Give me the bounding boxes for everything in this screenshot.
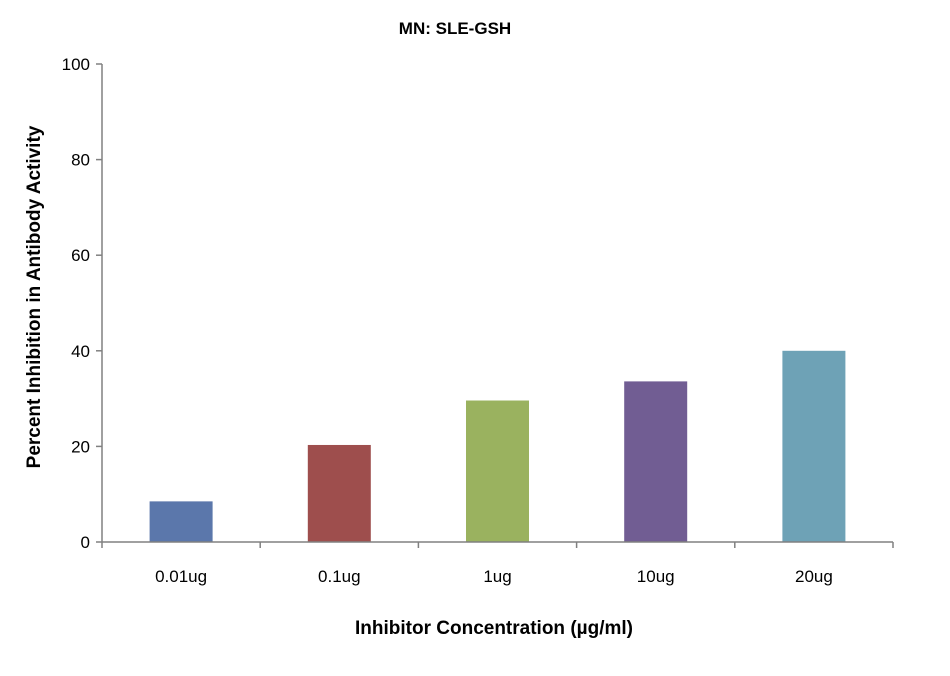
x-tick-label: 10ug — [637, 567, 675, 586]
bars — [149, 350, 846, 542]
y-tick-label: 60 — [71, 246, 90, 265]
x-tick-label: 1ug — [483, 567, 511, 586]
bar-1ug — [466, 400, 529, 542]
y-axis-ticks: 0 20 40 60 80 100 — [62, 55, 102, 552]
y-tick-label: 80 — [71, 151, 90, 170]
bar-0-01ug — [149, 501, 213, 542]
y-axis-label: Percent Inhibition in Antibody Activity — [24, 125, 45, 468]
y-tick-label: 20 — [71, 437, 90, 456]
y-tick-label: 0 — [81, 533, 90, 552]
x-axis-label: Inhibitor Concentration (µg/ml) — [355, 618, 633, 639]
bar-20ug — [782, 350, 846, 542]
y-tick-label: 40 — [71, 342, 90, 361]
x-tick-label: 0.1ug — [318, 567, 361, 586]
bar-10ug — [624, 381, 688, 542]
x-axis-ticks: 0.01ug 0.1ug 1ug 10ug 20ug — [101, 542, 894, 586]
y-tick-label: 100 — [62, 55, 90, 74]
x-tick-label: 0.01ug — [155, 567, 207, 586]
chart-title: MN: SLE-GSH — [399, 19, 511, 38]
bar-0-1ug — [307, 444, 371, 542]
x-tick-label: 20ug — [795, 567, 833, 586]
